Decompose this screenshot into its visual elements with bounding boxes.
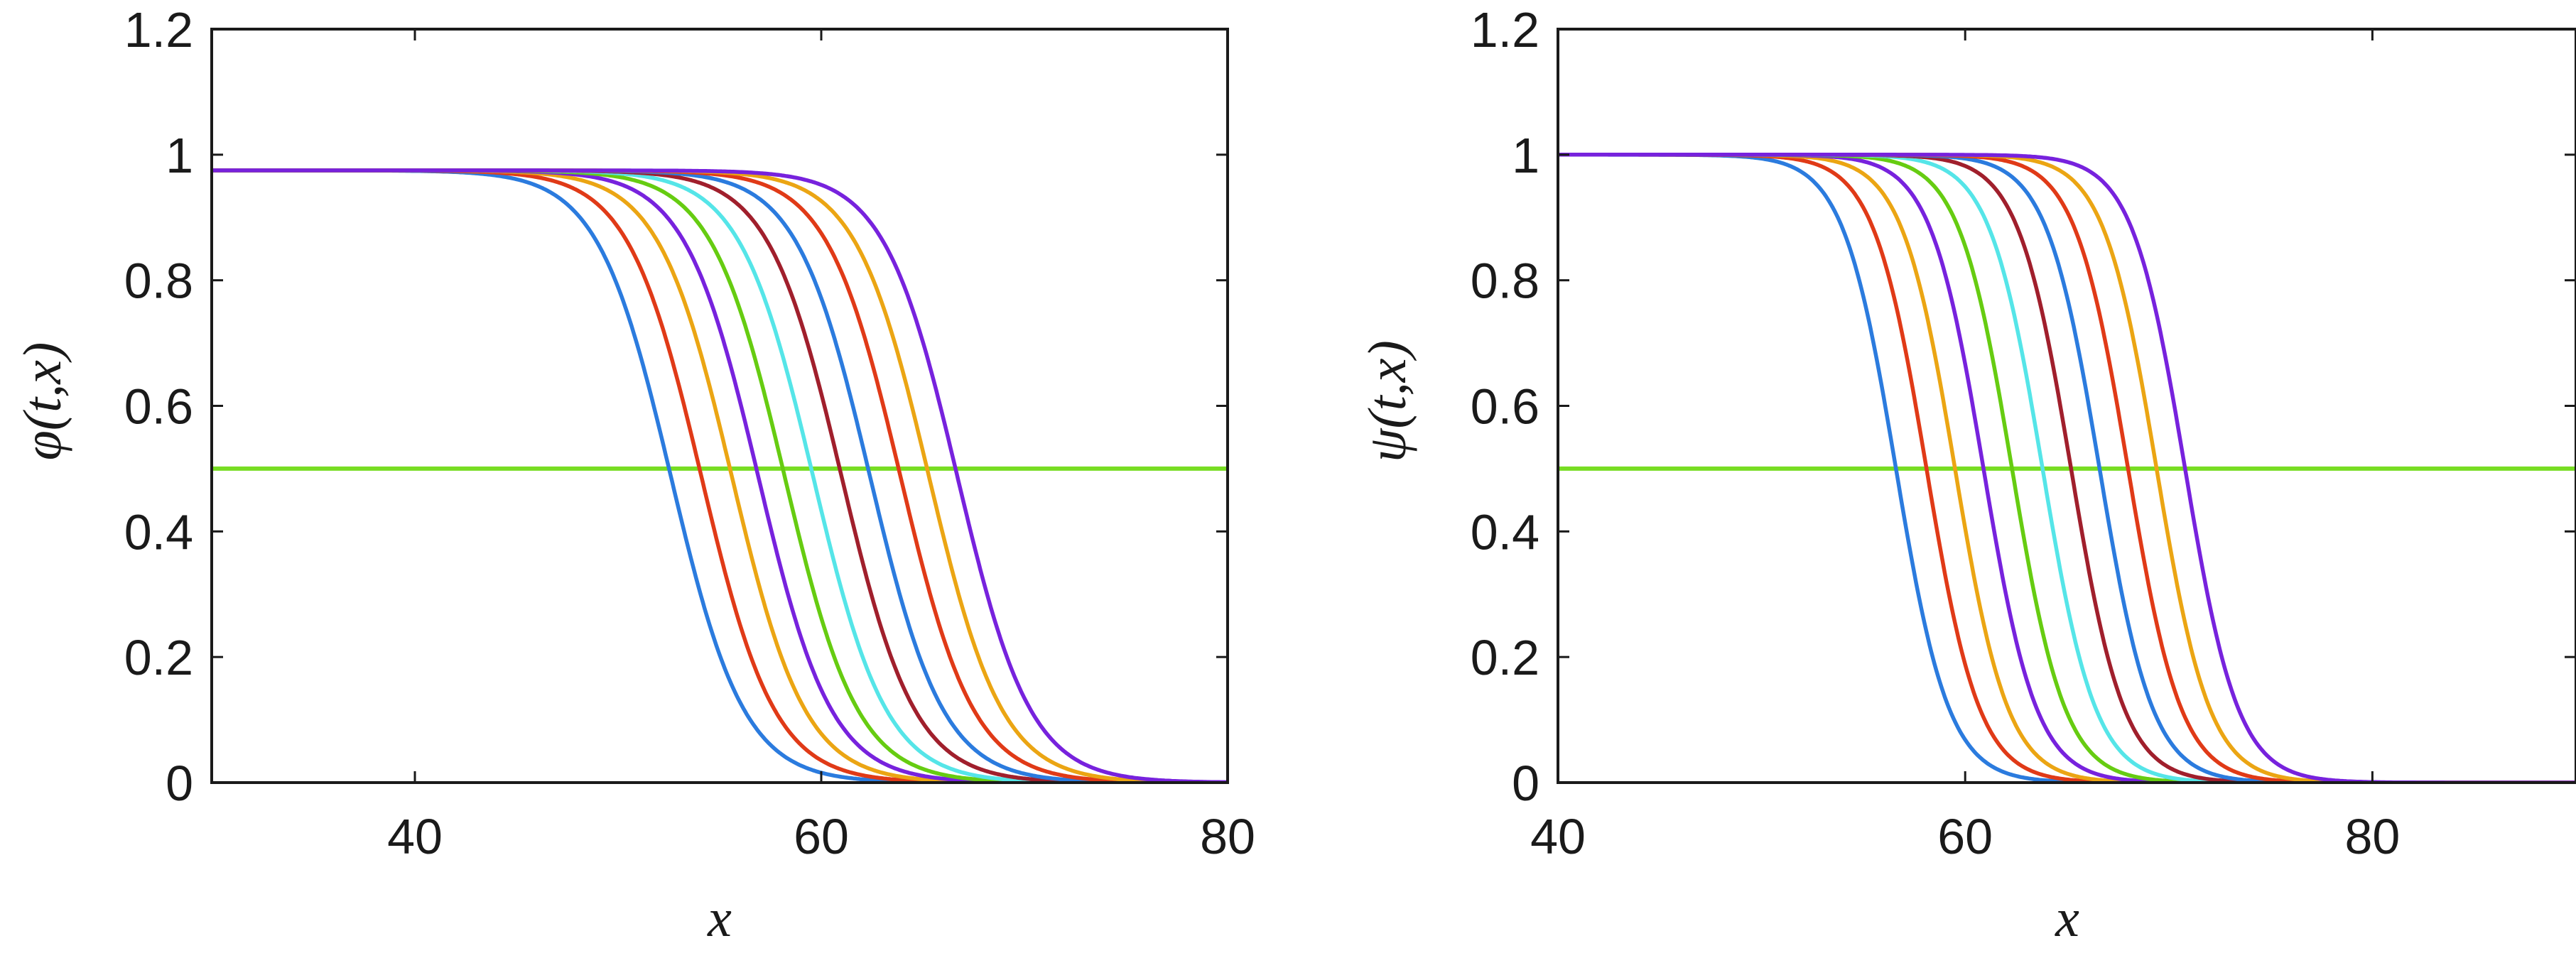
phi-ytick-label: 0.6 (124, 379, 193, 435)
phi-series-line-11 (212, 168, 1228, 783)
phi-axes-frame (210, 28, 1229, 784)
psi-ytick-label: 1 (1512, 128, 1539, 183)
psi-xtick-label: 60 (1937, 809, 1993, 864)
psi-axes-frame (1557, 28, 2576, 784)
phi-ytick-label: 0.4 (124, 504, 193, 560)
psi-ytick-label: 0 (1512, 756, 1539, 811)
psi-xtick-label: 80 (2344, 809, 2400, 864)
phi-ytick-label: 1.2 (124, 2, 193, 58)
psi-ytick-label: 1.2 (1471, 2, 1539, 58)
psi-ytick-label: 0.8 (1471, 254, 1539, 309)
chart-phi: φ(t,x) x 0 0.2 0.4 0.6 0.8 1 1.2 40 60 80 (13, 2, 1255, 948)
phi-ylabel: φ(t,x) (13, 342, 72, 461)
psi-ytick-label: 0.2 (1471, 630, 1539, 685)
psi-ytick-label: 0.6 (1471, 379, 1539, 435)
chart-psi: ψ(t,x) x 0 0.2 0.4 0.6 0.8 1 1.2 40 60 80 (1358, 2, 2576, 948)
psi-ylabel: ψ(t,x) (1358, 340, 1417, 462)
phi-xtick-label: 80 (1200, 809, 1255, 864)
phi-xtick-label: 60 (794, 809, 849, 864)
psi-plot-area (1558, 153, 2576, 783)
phi-series-line-5 (212, 168, 1228, 783)
phi-ytick-label: 0.8 (124, 254, 193, 309)
psi-ytick-label: 0.4 (1471, 504, 1539, 560)
phi-plot-area (212, 168, 1228, 783)
psi-xtick-label: 40 (1530, 809, 1586, 864)
psi-xlabel: x (2055, 888, 2079, 948)
phi-xtick-label: 40 (387, 809, 443, 864)
phi-ytick-label: 0.2 (124, 630, 193, 685)
phi-xlabel: x (707, 888, 732, 948)
phi-ytick-label: 0 (166, 756, 193, 811)
phi-ytick-label: 1 (166, 128, 193, 183)
